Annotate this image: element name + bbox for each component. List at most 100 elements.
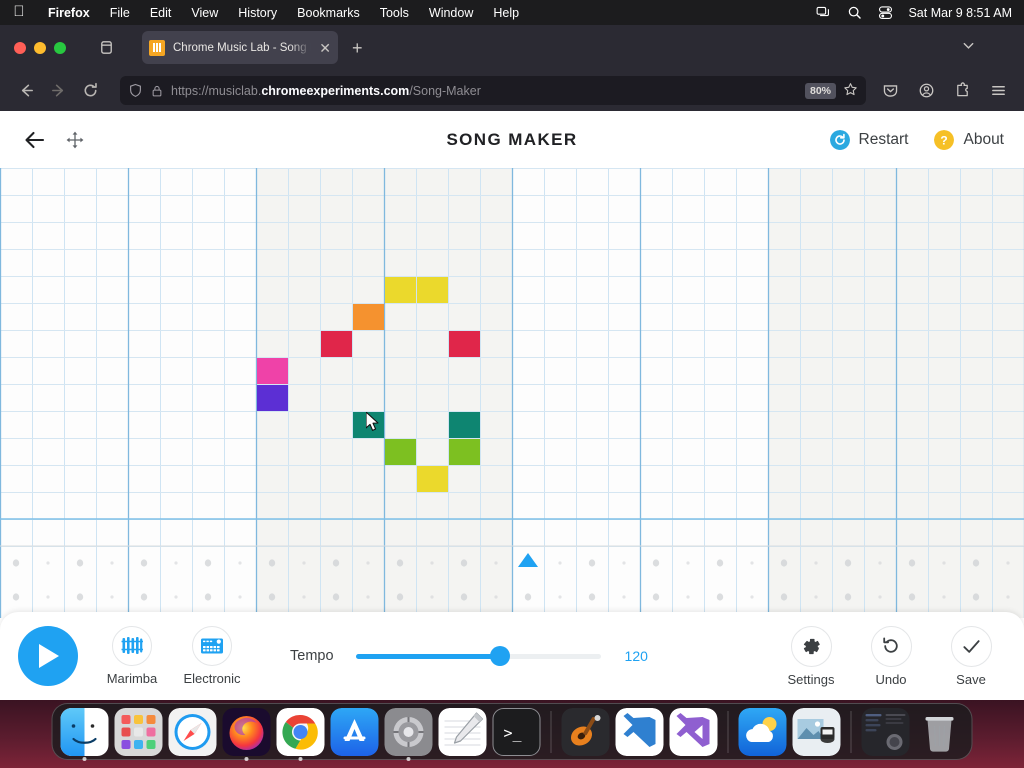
menu-item-file[interactable]: File xyxy=(109,5,130,20)
close-window-button[interactable] xyxy=(14,41,26,54)
preview-icon xyxy=(792,707,841,756)
weather-icon xyxy=(738,707,787,756)
close-icon[interactable]: ✕ xyxy=(319,39,331,56)
note-yellow[interactable] xyxy=(417,466,448,492)
note-pink[interactable] xyxy=(257,358,288,384)
check-icon xyxy=(950,625,992,667)
tempo-control: Tempo 120 xyxy=(290,646,648,666)
tempo-label: Tempo xyxy=(290,648,334,664)
undo-button[interactable]: Undo xyxy=(860,625,922,687)
pocket-icon[interactable] xyxy=(874,76,906,106)
instrument-marimba[interactable]: Marimba xyxy=(96,626,168,686)
url-text: https://musiclab.chromeexperiments.com/S… xyxy=(171,84,481,98)
tab-list-icon[interactable] xyxy=(92,34,120,62)
dock-item-launchpad[interactable] xyxy=(114,707,163,756)
save-button[interactable]: Save xyxy=(940,625,1002,687)
piano-keys-favicon xyxy=(149,39,165,56)
menu-item-tools[interactable]: Tools xyxy=(379,5,409,20)
dock-running-indicator xyxy=(406,756,411,761)
menu-item-bookmarks[interactable]: Bookmarks xyxy=(297,5,360,20)
menu-item-window[interactable]: Window xyxy=(428,5,474,20)
restart-button[interactable]: Restart xyxy=(829,129,908,150)
extensions-icon[interactable] xyxy=(946,76,978,106)
dock-item-notes[interactable] xyxy=(438,707,487,756)
note-red[interactable] xyxy=(449,331,480,357)
forward-arrow-icon[interactable] xyxy=(42,76,74,106)
chevron-down-icon[interactable] xyxy=(961,38,976,58)
menu-item-edit[interactable]: Edit xyxy=(149,5,172,20)
browser-tab[interactable]: Chrome Music Lab - Song Maker ✕ xyxy=(142,31,338,64)
safari-icon xyxy=(168,707,217,756)
note-yellow[interactable] xyxy=(417,277,448,303)
minimize-window-button[interactable] xyxy=(34,41,46,54)
grid-lines xyxy=(0,168,1024,618)
note-teal[interactable] xyxy=(353,412,384,438)
back-arrow-icon[interactable] xyxy=(10,76,42,106)
move-arrows-icon[interactable] xyxy=(64,129,86,151)
song-maker-grid[interactable] xyxy=(0,168,1024,618)
dock-separator xyxy=(727,710,729,753)
instrument-electronic[interactable]: Electronic xyxy=(176,626,248,686)
note-orange[interactable] xyxy=(353,304,384,330)
about-button[interactable]: ? About xyxy=(934,129,1004,150)
tempo-slider-thumb[interactable] xyxy=(490,646,511,666)
dock-item-garageband[interactable] xyxy=(561,707,610,756)
svg-text:>_: >_ xyxy=(504,724,523,742)
undo-label: Undo xyxy=(875,671,907,687)
browser-tabstrip: Chrome Music Lab - Song Maker ✕ + xyxy=(0,25,1024,70)
back-arrow-icon[interactable] xyxy=(22,127,48,153)
note-purple[interactable] xyxy=(257,385,288,411)
dock-running-indicator xyxy=(82,756,87,761)
settings-button[interactable]: Settings xyxy=(780,625,842,687)
tempo-slider[interactable] xyxy=(355,646,601,666)
app-header: SONG MAKER Restart ? About xyxy=(0,111,1024,168)
note-teal[interactable] xyxy=(449,412,480,438)
menu-icon[interactable] xyxy=(982,76,1014,106)
dock-item-weather[interactable] xyxy=(738,707,787,756)
dock-item-system-settings[interactable] xyxy=(384,707,433,761)
reload-icon[interactable] xyxy=(74,76,106,106)
window-traffic-lights xyxy=(0,41,66,54)
url-bar[interactable]: https://musiclab.chromeexperiments.com/S… xyxy=(120,76,866,105)
note-green[interactable] xyxy=(449,439,480,465)
dock-item-vscode[interactable] xyxy=(615,707,664,756)
app-store-icon xyxy=(330,707,379,756)
apple-logo-icon[interactable]:  xyxy=(0,4,38,21)
zoom-level-badge[interactable]: 80% xyxy=(804,82,836,99)
dock-separator xyxy=(850,710,852,753)
menu-item-firefox[interactable]: Firefox xyxy=(48,5,90,20)
play-marker-triangle[interactable] xyxy=(517,552,539,568)
note-red[interactable] xyxy=(321,331,352,357)
dock-item-trash[interactable] xyxy=(916,708,964,756)
screen-mirroring-icon[interactable] xyxy=(815,4,832,21)
menu-item-help[interactable]: Help xyxy=(493,5,520,20)
dock-item-finder[interactable] xyxy=(60,707,109,761)
star-icon[interactable] xyxy=(843,82,858,100)
new-tab-button[interactable]: + xyxy=(352,37,363,58)
note-green[interactable] xyxy=(385,439,416,465)
note-layer[interactable] xyxy=(0,168,1024,618)
menubar-clock[interactable]: Sat Mar 9 8:51 AM xyxy=(908,5,1012,20)
dock-item-downloads-stack[interactable] xyxy=(861,707,910,756)
dock-item-preview[interactable] xyxy=(792,707,841,756)
maximize-window-button[interactable] xyxy=(54,41,66,54)
note-yellow[interactable] xyxy=(385,277,416,303)
account-icon[interactable] xyxy=(910,76,942,106)
dock-item-safari[interactable] xyxy=(168,707,217,756)
menu-item-view[interactable]: View xyxy=(191,5,219,20)
menu-item-history[interactable]: History xyxy=(238,5,278,20)
url-domain: chromeexperiments.com xyxy=(261,83,410,98)
restart-icon xyxy=(829,129,850,150)
visual-studio-icon xyxy=(669,707,718,756)
dock-item-visual-studio[interactable] xyxy=(669,707,718,756)
dock-item-app-store[interactable] xyxy=(330,707,379,756)
trash-icon xyxy=(916,708,964,756)
dock-item-firefox[interactable] xyxy=(222,707,271,761)
garageband-icon xyxy=(561,707,610,756)
save-label: Save xyxy=(956,671,986,687)
dock-item-chrome[interactable] xyxy=(276,707,325,761)
play-button[interactable] xyxy=(18,626,78,686)
control-center-icon[interactable] xyxy=(877,4,894,21)
dock-item-terminal[interactable]: >_ xyxy=(492,707,541,756)
search-icon[interactable] xyxy=(846,4,863,21)
